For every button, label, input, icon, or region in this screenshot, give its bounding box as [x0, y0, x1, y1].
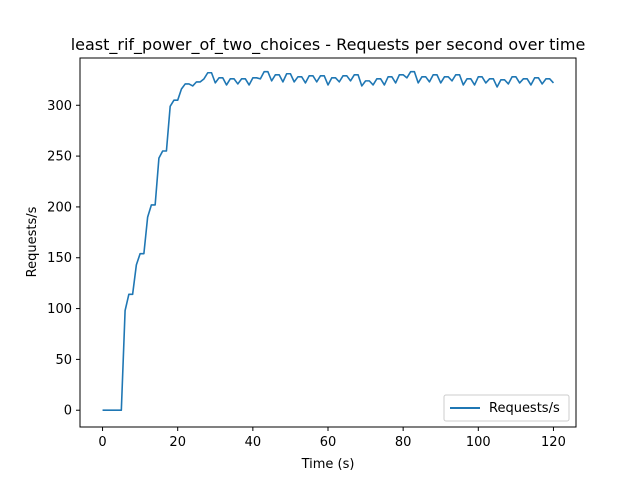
legend: Requests/s: [443, 394, 570, 422]
series-line-requests-per-second: [102, 70, 555, 412]
y-tick-label: 300: [47, 99, 72, 114]
x-tick-label: 20: [169, 435, 186, 450]
x-tick-label: 40: [245, 435, 262, 450]
x-tick-label: 0: [98, 435, 106, 450]
y-tick-label: 100: [47, 302, 72, 317]
x-tick-label: 80: [395, 435, 412, 450]
legend-label: Requests/s: [489, 401, 560, 416]
y-tick-label: 250: [47, 150, 72, 165]
x-axis-label: Time (s): [301, 457, 355, 472]
x-tick-label: 120: [541, 435, 566, 450]
axes-frame: [79, 57, 577, 428]
y-tick-label: 0: [64, 404, 72, 419]
y-tick-label: 150: [47, 251, 72, 266]
y-axis-label: Requests/s: [25, 206, 40, 277]
legend-box: [443, 394, 570, 422]
x-tick-label: 100: [466, 435, 491, 450]
plot-area: [102, 70, 555, 412]
y-tick-label: 50: [55, 353, 72, 368]
x-tick-label: 60: [320, 435, 337, 450]
x-axis-ticks: 0 20 40 60 80 100 120: [98, 427, 566, 450]
y-axis-ticks: 0 50 100 150 200 250 300: [47, 99, 80, 419]
y-tick-label: 200: [47, 200, 72, 215]
chart-title: least_rif_power_of_two_choices - Request…: [71, 35, 586, 55]
